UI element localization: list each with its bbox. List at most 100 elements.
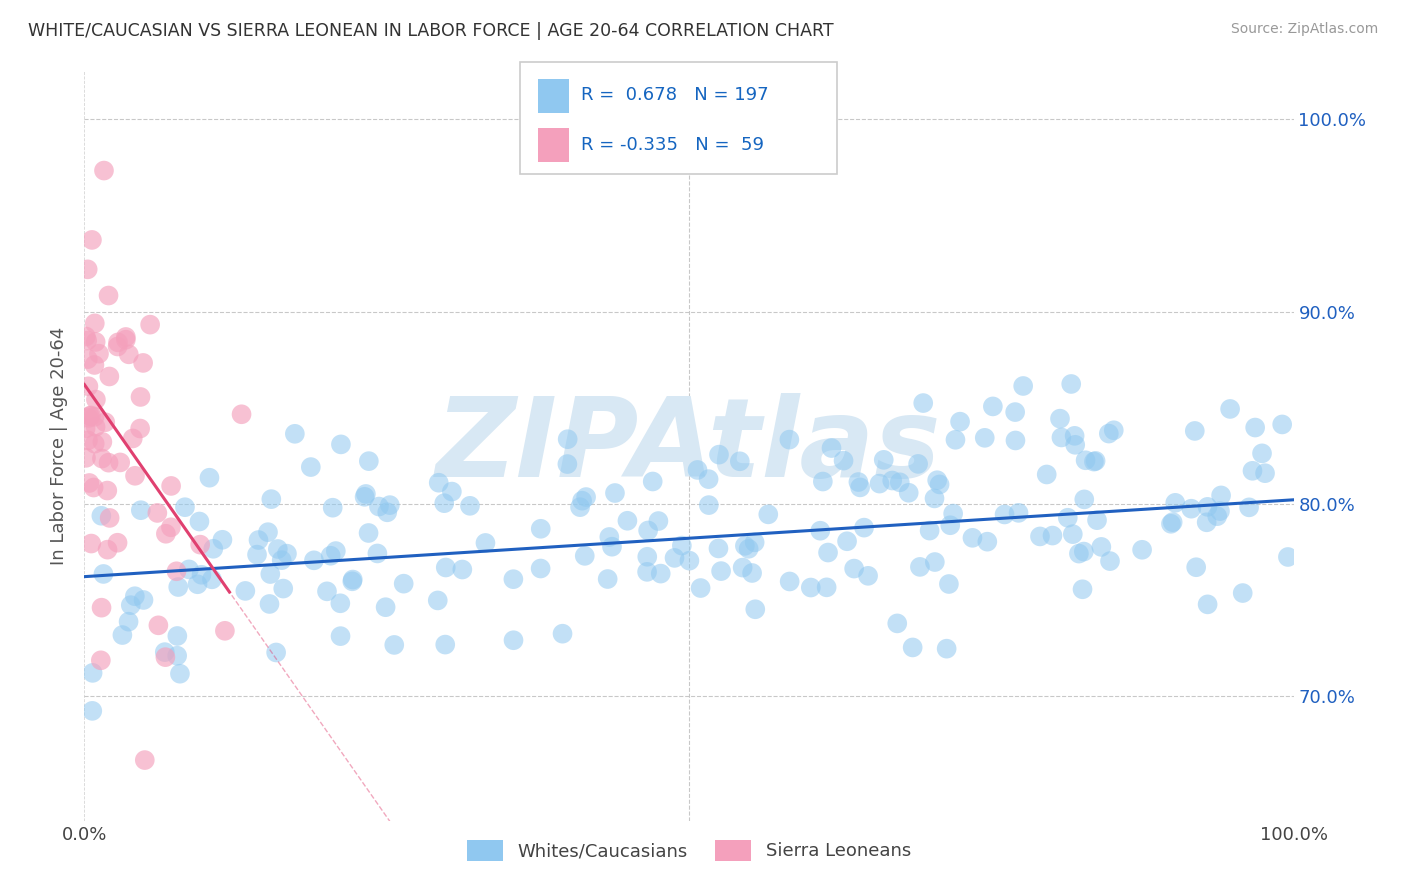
Point bbox=[1064, 438, 1087, 452]
Point bbox=[800, 581, 823, 595]
Point bbox=[1209, 504, 1232, 518]
Point bbox=[918, 524, 941, 538]
Point bbox=[177, 562, 200, 576]
Point bbox=[744, 602, 766, 616]
Point bbox=[354, 487, 377, 501]
Point bbox=[76, 262, 98, 277]
Point bbox=[779, 574, 801, 589]
Text: WHITE/CAUCASIAN VS SIERRA LEONEAN IN LABOR FORCE | AGE 20-64 CORRELATION CHART: WHITE/CAUCASIAN VS SIERRA LEONEAN IN LAB… bbox=[28, 22, 834, 40]
Point bbox=[77, 411, 100, 425]
Point bbox=[575, 490, 598, 504]
Point bbox=[146, 506, 169, 520]
Point bbox=[93, 163, 115, 178]
Point bbox=[83, 436, 105, 450]
Point bbox=[167, 580, 190, 594]
Point bbox=[848, 475, 870, 489]
Point bbox=[90, 508, 112, 523]
Point bbox=[84, 334, 107, 349]
Point bbox=[111, 628, 134, 642]
Y-axis label: In Labor Force | Age 20-64: In Labor Force | Age 20-64 bbox=[51, 326, 69, 566]
Point bbox=[75, 450, 97, 465]
Point bbox=[75, 329, 97, 343]
Point bbox=[756, 508, 779, 522]
Point bbox=[329, 437, 352, 451]
Point bbox=[603, 486, 626, 500]
Point bbox=[75, 421, 97, 435]
Point bbox=[87, 347, 110, 361]
Point bbox=[440, 484, 463, 499]
Point bbox=[97, 456, 120, 470]
Point bbox=[1180, 501, 1202, 516]
Point bbox=[139, 318, 162, 332]
Point bbox=[1197, 598, 1219, 612]
Point bbox=[98, 511, 121, 525]
Point bbox=[80, 536, 103, 550]
Point bbox=[1050, 430, 1073, 444]
Point bbox=[316, 584, 339, 599]
Point bbox=[817, 545, 839, 559]
Point bbox=[678, 554, 700, 568]
Point bbox=[664, 550, 686, 565]
Point bbox=[83, 481, 105, 495]
Point bbox=[976, 534, 998, 549]
Point bbox=[1073, 544, 1095, 558]
Point bbox=[124, 468, 146, 483]
Point bbox=[820, 441, 842, 455]
Point bbox=[1049, 411, 1071, 425]
Point bbox=[107, 339, 129, 353]
Point bbox=[117, 615, 139, 629]
Point bbox=[322, 500, 344, 515]
Point bbox=[889, 475, 911, 490]
Point bbox=[832, 453, 855, 467]
Point bbox=[1004, 405, 1026, 419]
Point bbox=[257, 525, 280, 540]
Point bbox=[267, 541, 290, 556]
Point bbox=[368, 500, 391, 514]
Point bbox=[1085, 513, 1108, 527]
Point bbox=[1160, 516, 1182, 531]
Point bbox=[641, 475, 664, 489]
Point bbox=[502, 633, 524, 648]
Point bbox=[319, 549, 342, 563]
Point bbox=[259, 567, 281, 582]
Point bbox=[76, 352, 98, 367]
Point bbox=[778, 433, 800, 447]
Point bbox=[734, 539, 756, 553]
Point bbox=[260, 492, 283, 507]
Point bbox=[1161, 515, 1184, 529]
Point bbox=[697, 472, 720, 486]
Point bbox=[115, 333, 138, 347]
Point bbox=[271, 582, 294, 596]
Point bbox=[91, 451, 114, 466]
Point bbox=[993, 508, 1015, 522]
Point bbox=[382, 638, 405, 652]
Point bbox=[211, 533, 233, 547]
Point bbox=[557, 457, 579, 471]
Point bbox=[166, 629, 188, 643]
Point bbox=[129, 390, 152, 404]
Point bbox=[557, 432, 579, 446]
Point bbox=[329, 629, 352, 643]
Point bbox=[1219, 401, 1241, 416]
Point bbox=[1098, 554, 1121, 568]
Point bbox=[815, 580, 838, 594]
Point bbox=[530, 561, 553, 575]
Point bbox=[647, 514, 669, 528]
Point bbox=[174, 500, 197, 515]
Point bbox=[637, 524, 659, 538]
Point bbox=[188, 515, 211, 529]
Point bbox=[148, 618, 170, 632]
Point bbox=[1244, 420, 1267, 434]
Point bbox=[124, 589, 146, 603]
Point bbox=[1084, 454, 1107, 468]
Point bbox=[108, 455, 131, 469]
Point bbox=[233, 583, 256, 598]
Point bbox=[908, 560, 931, 574]
Point bbox=[636, 549, 658, 564]
Point bbox=[1195, 516, 1218, 530]
Point bbox=[160, 520, 183, 534]
Point bbox=[808, 524, 831, 538]
Point bbox=[938, 577, 960, 591]
Point bbox=[973, 431, 995, 445]
Point bbox=[697, 498, 720, 512]
